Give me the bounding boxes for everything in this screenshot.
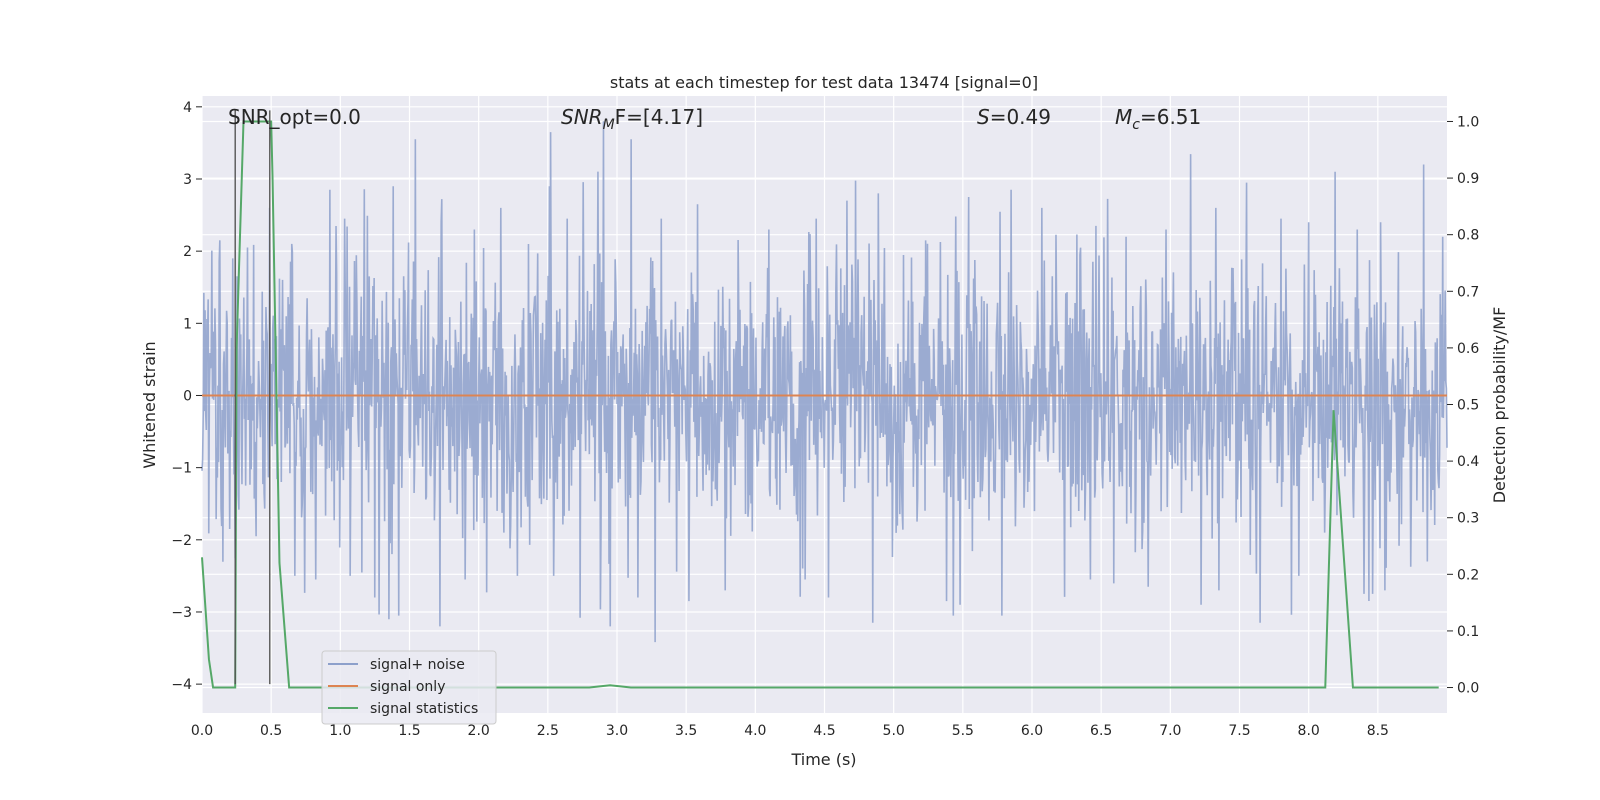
y-tick-label: −2: [171, 533, 192, 549]
y2-tick-label: 0.7: [1457, 284, 1479, 300]
y-tick-label: 4: [183, 100, 192, 116]
x-tick-label: 5.0: [883, 723, 905, 739]
x-tick-label: 3.0: [606, 723, 628, 739]
legend: signal+ noise signal only signal statist…: [321, 650, 497, 725]
series-signal-statistics: [201, 120, 1439, 689]
y2-tick-label: 0.2: [1457, 567, 1479, 583]
y2-tick-label: 1.0: [1457, 114, 1479, 130]
vline-layer: [234, 110, 271, 685]
y2-tick-label: 0.8: [1457, 228, 1479, 244]
x-tick-label: 2.0: [468, 723, 490, 739]
y-tick-label: 2: [183, 244, 192, 260]
x-tick-label: 4.0: [744, 723, 766, 739]
legend-label-signal-statistics: signal statistics: [370, 701, 478, 717]
legend-box: [321, 650, 497, 725]
y2-tick-label: 0.9: [1457, 171, 1479, 187]
y-tick-label: 0: [183, 388, 192, 404]
y2-tick-label: 0.4: [1457, 454, 1479, 470]
x-tick-label: 1.5: [398, 723, 420, 739]
y-tick-label: −4: [171, 677, 192, 693]
chart-title: stats at each timestep for test data 134…: [610, 73, 1038, 92]
x-tick-label: 6.5: [1090, 723, 1112, 739]
x-tick-label: 4.5: [813, 723, 835, 739]
x-tick-label: 1.0: [329, 723, 351, 739]
x-tick-label: 8.5: [1367, 723, 1389, 739]
annotation-s: S=0.49: [977, 105, 1051, 129]
y2-axis-label: Detection probability/MF: [1490, 307, 1509, 504]
y-tick-label: 1: [183, 316, 192, 332]
x-tick-label: 8.0: [1298, 723, 1320, 739]
y2-tick-label: 0.5: [1457, 398, 1479, 414]
legend-label-signal-noise: signal+ noise: [370, 657, 465, 673]
y-tick-label: −1: [171, 461, 192, 477]
x-tick-label: 5.5: [952, 723, 974, 739]
y-axis-label: Whitened strain: [140, 341, 159, 468]
series-signal-noise: [201, 121, 1448, 643]
x-tick-label: 2.5: [537, 723, 559, 739]
y2-tick-label: 0.3: [1457, 511, 1479, 527]
x-tick-label: 0.0: [191, 723, 213, 739]
annotation-snr-mf: SNRMF=[4.17]: [561, 105, 703, 133]
y-tick-label: −3: [171, 605, 192, 621]
x-axis-label: Time (s): [790, 750, 856, 769]
x-tick-label: 3.5: [675, 723, 697, 739]
x-tick-label: 0.5: [260, 723, 282, 739]
ticks: 0.0 0.5 1.0 1.5 2.0 2.5 3.0 3.5 4.0 4.5 5.0 5.5 6.0 6…: [171, 100, 1479, 739]
series-layer: [201, 120, 1448, 689]
x-tick-label: 7.5: [1228, 723, 1250, 739]
y2-tick-label: 0.6: [1457, 341, 1479, 357]
x-tick-label: 6.0: [1021, 723, 1043, 739]
y2-tick-label: 0.1: [1457, 624, 1479, 640]
legend-label-signal-only: signal only: [370, 679, 445, 695]
y-tick-label: 3: [183, 172, 192, 188]
annotation-mc: Mc=6.51: [1115, 105, 1201, 133]
y2-tick-label: 0.0: [1457, 681, 1479, 697]
annotation-snr-opt: SNR_opt=0.0: [228, 105, 361, 129]
x-tick-label: 7.0: [1159, 723, 1181, 739]
